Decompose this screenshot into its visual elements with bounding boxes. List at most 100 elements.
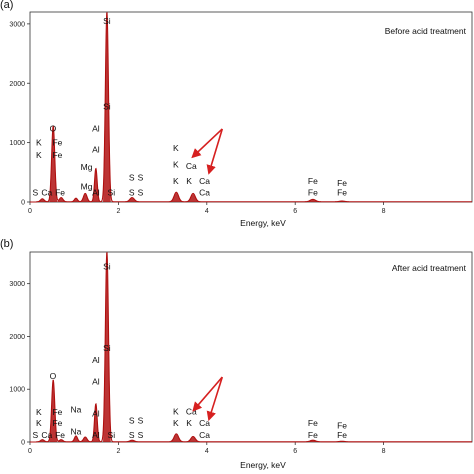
x-tick-label: 8 bbox=[382, 448, 386, 455]
element-label: K bbox=[173, 143, 179, 153]
x-tick-label: 8 bbox=[382, 208, 386, 215]
x-tick-label: 2 bbox=[116, 208, 120, 215]
element-label: S bbox=[32, 430, 38, 440]
x-axis-label: Energy, keV bbox=[240, 218, 286, 228]
spectrum-peak bbox=[56, 439, 66, 442]
x-tick-label: 6 bbox=[293, 448, 297, 455]
spectrum-peak bbox=[335, 441, 349, 442]
element-label: Fe bbox=[55, 187, 65, 197]
callout-arrow bbox=[206, 376, 224, 422]
element-label: Al bbox=[92, 145, 100, 155]
element-label: Ca bbox=[199, 430, 210, 440]
spectrum-peak bbox=[187, 436, 199, 442]
element-label: Ca bbox=[186, 407, 197, 417]
element-label: Mg bbox=[81, 182, 93, 192]
element-label: S bbox=[138, 430, 144, 440]
element-label: O bbox=[50, 371, 57, 381]
x-tick-label: 0 bbox=[28, 208, 32, 215]
spectrum-peak bbox=[103, 252, 111, 442]
panel-title: After acid treatment bbox=[392, 263, 467, 273]
x-tick-label: 2 bbox=[116, 448, 120, 455]
y-tick-label: 0 bbox=[21, 440, 25, 447]
spectrum-peak bbox=[126, 440, 138, 442]
element-label: S bbox=[138, 416, 144, 426]
element-label: Si bbox=[103, 16, 111, 26]
spectrum-peak bbox=[49, 126, 58, 202]
element-label: K bbox=[36, 418, 42, 428]
element-label: Si bbox=[103, 101, 111, 111]
spectrum-peak bbox=[103, 12, 111, 202]
x-tick-label: 6 bbox=[293, 208, 297, 215]
element-label: Ca bbox=[41, 430, 52, 440]
element-label: Ca bbox=[199, 418, 210, 428]
spectrum-peak bbox=[335, 201, 349, 202]
element-label: K bbox=[36, 407, 42, 417]
spectrum-peak bbox=[72, 436, 80, 442]
x-tick-label: 4 bbox=[205, 208, 209, 215]
element-label: Fe bbox=[52, 150, 62, 160]
element-label: S bbox=[129, 416, 135, 426]
spectrum-panel-1: (b) 0 1000 2000 3000 0 2 4 6 8 Energy, keV After ac… bbox=[0, 238, 473, 470]
spectrum-peak bbox=[37, 439, 47, 442]
element-label: Fe bbox=[308, 430, 318, 440]
element-label: Fe bbox=[52, 138, 62, 148]
element-label: Na bbox=[71, 404, 82, 414]
element-label: Al bbox=[92, 430, 100, 440]
element-label: S bbox=[129, 430, 135, 440]
element-label: Al bbox=[92, 376, 100, 386]
element-label: Fe bbox=[308, 176, 318, 186]
element-label: Fe bbox=[52, 407, 62, 417]
element-label: Na bbox=[71, 427, 82, 437]
element-label: O bbox=[50, 123, 57, 133]
element-label: Ca bbox=[41, 187, 52, 197]
element-label: K bbox=[36, 150, 42, 160]
spectrum-panel-0: (a) 0 1000 2000 3000 0 2 4 6 8 Energy, keV Before a… bbox=[0, 0, 473, 228]
spectrum-peak bbox=[80, 437, 90, 442]
x-tick-label: 4 bbox=[205, 448, 209, 455]
spectrum-peak bbox=[126, 197, 138, 202]
element-label: Si bbox=[103, 261, 111, 271]
element-label: K bbox=[36, 138, 42, 148]
y-tick-label: 3000 bbox=[9, 21, 25, 28]
spectrum-peak bbox=[187, 193, 199, 202]
element-label: Ca bbox=[186, 161, 197, 171]
element-label: Si bbox=[108, 187, 116, 197]
spectrum-peak bbox=[92, 404, 100, 442]
element-label: Si bbox=[108, 430, 116, 440]
element-label: Ca bbox=[199, 176, 210, 186]
x-tick-label: 0 bbox=[28, 448, 32, 455]
callout-arrow bbox=[206, 128, 224, 175]
y-tick-label: 2000 bbox=[9, 81, 25, 88]
element-label: Si bbox=[103, 343, 111, 353]
spectrum-peak bbox=[80, 193, 90, 202]
spectrum-peak bbox=[306, 440, 320, 442]
element-label: Fe bbox=[308, 187, 318, 197]
element-label: S bbox=[138, 173, 144, 183]
spectrum-peak bbox=[306, 199, 320, 202]
element-label: Al bbox=[92, 355, 100, 365]
element-label: Fe bbox=[337, 430, 347, 440]
y-tick-label: 1000 bbox=[9, 387, 25, 394]
spectrum-peak bbox=[170, 192, 182, 202]
spectrum-peak bbox=[72, 198, 80, 202]
element-label: S bbox=[129, 173, 135, 183]
element-label: Fe bbox=[337, 420, 347, 430]
spectrum-peak bbox=[56, 197, 66, 202]
x-axis-label: Energy, keV bbox=[240, 460, 286, 470]
element-label: K bbox=[173, 160, 179, 170]
spectrum-peak bbox=[170, 434, 182, 442]
element-label: K bbox=[173, 407, 179, 417]
element-label: S bbox=[129, 187, 135, 197]
panel-label: (a) bbox=[0, 0, 13, 11]
element-label: Fe bbox=[52, 418, 62, 428]
y-tick-label: 1000 bbox=[9, 140, 25, 147]
y-tick-label: 0 bbox=[21, 200, 25, 207]
spectrum-peak bbox=[92, 168, 100, 202]
element-label: K bbox=[186, 176, 192, 186]
y-tick-label: 2000 bbox=[9, 334, 25, 341]
element-label: Al bbox=[92, 123, 100, 133]
element-label: Ca bbox=[199, 187, 210, 197]
callout-arrow bbox=[192, 376, 223, 412]
element-label: K bbox=[173, 176, 179, 186]
